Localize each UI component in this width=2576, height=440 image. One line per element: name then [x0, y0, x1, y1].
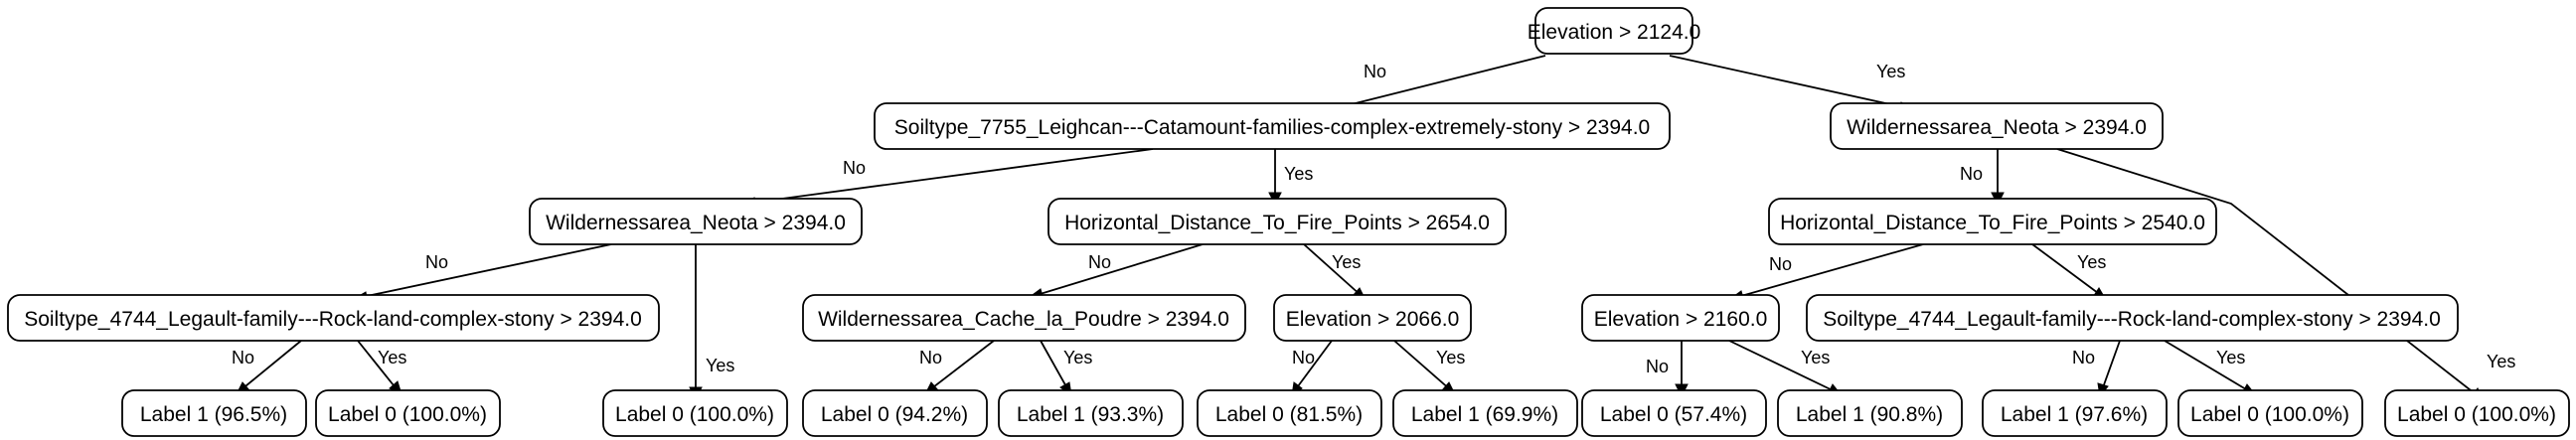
tree-leaf-l7: Label 1 (69.9%): [1392, 389, 1578, 437]
edge-n1-yes: Yes: [1268, 149, 1313, 207]
node-label: Elevation > 2066.0: [1286, 308, 1460, 331]
tree-leaf-l9: Label 1 (90.8%): [1777, 389, 1963, 437]
edge-label-yes: Yes: [378, 348, 406, 367]
tree-node-n3: Wildernessarea_Neota > 2394.0: [529, 198, 863, 245]
tree-node-n10: Soiltype_4744_Legault-family---Rock-land…: [1806, 294, 2459, 342]
edge-label-no: No: [1364, 62, 1386, 81]
tree-leaf-l8: Label 0 (57.4%): [1581, 389, 1767, 437]
edge-n8-no: No: [1291, 340, 1333, 397]
edge-label-yes: Yes: [1284, 164, 1313, 184]
edge-n8-yes: Yes: [1393, 340, 1465, 395]
edge-label-no: No: [2072, 348, 2095, 367]
edge-label-no: No: [425, 252, 448, 272]
edge-label-yes: Yes: [706, 356, 734, 375]
edge-label-yes: Yes: [2216, 348, 2245, 367]
tree-leaf-l3: Label 0 (100.0%): [602, 389, 788, 437]
leaf-label: Label 0 (100.0%): [615, 403, 774, 426]
edge-label-no: No: [1646, 357, 1669, 376]
edge-label-yes: Yes: [2077, 252, 2106, 272]
edge-n7-no: No: [919, 340, 995, 395]
edge-label-no: No: [843, 158, 866, 178]
edge-n2-no: No: [1960, 149, 2005, 207]
tree-node-n9: Elevation > 2160.0: [1581, 294, 1780, 342]
leaf-label: Label 0 (94.2%): [821, 403, 968, 426]
node-label: Elevation > 2160.0: [1594, 308, 1768, 331]
edge-label-yes: Yes: [1876, 62, 1905, 81]
tree-leaf-l12: Label 0 (100.0%): [2384, 389, 2570, 437]
edge-label-no: No: [1960, 164, 1983, 184]
leaf-label: Label 1 (97.6%): [2001, 403, 2148, 426]
edge-n4-yes: Yes: [1303, 243, 1367, 301]
tree-leaf-l2: Label 0 (100.0%): [315, 389, 501, 437]
leaf-label: Label 1 (93.3%): [1017, 403, 1164, 426]
edge-label-yes: Yes: [1436, 348, 1465, 367]
tree-node-n4: Horizontal_Distance_To_Fire_Points > 265…: [1047, 198, 1507, 245]
edge-label-yes: Yes: [2487, 352, 2515, 371]
edge-n4-no: No: [1028, 243, 1204, 301]
edge-label-yes: Yes: [1332, 252, 1361, 272]
edge-n7-yes: Yes: [1040, 340, 1092, 397]
node-label: Horizontal_Distance_To_Fire_Points > 265…: [1064, 212, 1490, 234]
tree-leaf-l1: Label 1 (96.5%): [121, 389, 307, 437]
leaf-label: Label 0 (100.0%): [2397, 403, 2556, 426]
edge-n10-no: No: [2072, 340, 2121, 398]
tree-leaf-l10: Label 1 (97.6%): [1982, 389, 2168, 437]
node-label: Wildernessarea_Cache_la_Poudre > 2394.0: [818, 308, 1229, 331]
tree-node-n1: Soiltype_7755_Leighcan---Catamount-famil…: [874, 102, 1671, 150]
tree-node-n2: Wildernessarea_Neota > 2394.0: [1830, 102, 2164, 150]
edge-n2-yes: Yes: [2056, 148, 2515, 402]
tree-leaf-l5: Label 1 (93.3%): [998, 389, 1184, 437]
node-label: Soiltype_7755_Leighcan---Catamount-famil…: [894, 116, 1650, 139]
tree-node-n6: Soiltype_4744_Legault-family---Rock-land…: [7, 294, 660, 342]
edge-n3-yes: Yes: [689, 244, 734, 401]
edge-label-no: No: [1088, 252, 1111, 272]
edge-label-no: No: [919, 348, 942, 367]
tree-node-root: Elevation > 2124.0: [1528, 7, 1701, 55]
node-label: Wildernessarea_Neota > 2394.0: [1847, 116, 2147, 139]
tree-leaf-l6: Label 0 (81.5%): [1197, 389, 1382, 437]
node-label: Soiltype_4744_Legault-family---Rock-land…: [24, 308, 642, 331]
leaf-label: Label 0 (57.4%): [1600, 403, 1747, 426]
tree-leaf-l11: Label 0 (100.0%): [2177, 389, 2363, 437]
tree-node-n5: Horizontal_Distance_To_Fire_Points > 254…: [1768, 198, 2217, 245]
edge-n10-yes: Yes: [2164, 340, 2257, 395]
edge-label-no: No: [1292, 348, 1315, 367]
leaf-label: Label 1 (90.8%): [1796, 403, 1943, 426]
tree-node-n8: Elevation > 2066.0: [1273, 294, 1472, 342]
leaf-label: Label 1 (96.5%): [140, 403, 287, 426]
edge-n9-yes: Yes: [1728, 340, 1843, 395]
node-label: Elevation > 2124.0: [1528, 21, 1701, 44]
node-label: Soiltype_4744_Legault-family---Rock-land…: [1823, 308, 2441, 331]
edge-n9-no: No: [1646, 341, 1689, 398]
leaf-label: Label 1 (69.9%): [1411, 403, 1558, 426]
tree-leaf-l4: Label 0 (94.2%): [802, 389, 988, 437]
edge-label-yes: Yes: [1063, 348, 1092, 367]
node-label: Horizontal_Distance_To_Fire_Points > 254…: [1780, 212, 2205, 234]
leaf-label: Label 0 (100.0%): [328, 403, 487, 426]
tree-node-n7: Wildernessarea_Cache_la_Poudre > 2394.0: [802, 294, 1246, 342]
edge-label-no: No: [232, 348, 254, 367]
leaf-label: Label 0 (81.5%): [1215, 403, 1363, 426]
edge-n6-no: No: [232, 340, 302, 395]
edge-n6-yes: Yes: [357, 340, 406, 395]
node-label: Wildernessarea_Neota > 2394.0: [546, 212, 846, 234]
leaf-label: Label 0 (100.0%): [2190, 403, 2349, 426]
edge-label-no: No: [1769, 254, 1792, 274]
edge-label-yes: Yes: [1801, 348, 1830, 367]
edge-n5-no: No: [1728, 243, 1924, 303]
edge-n5-yes: Yes: [2031, 243, 2108, 301]
